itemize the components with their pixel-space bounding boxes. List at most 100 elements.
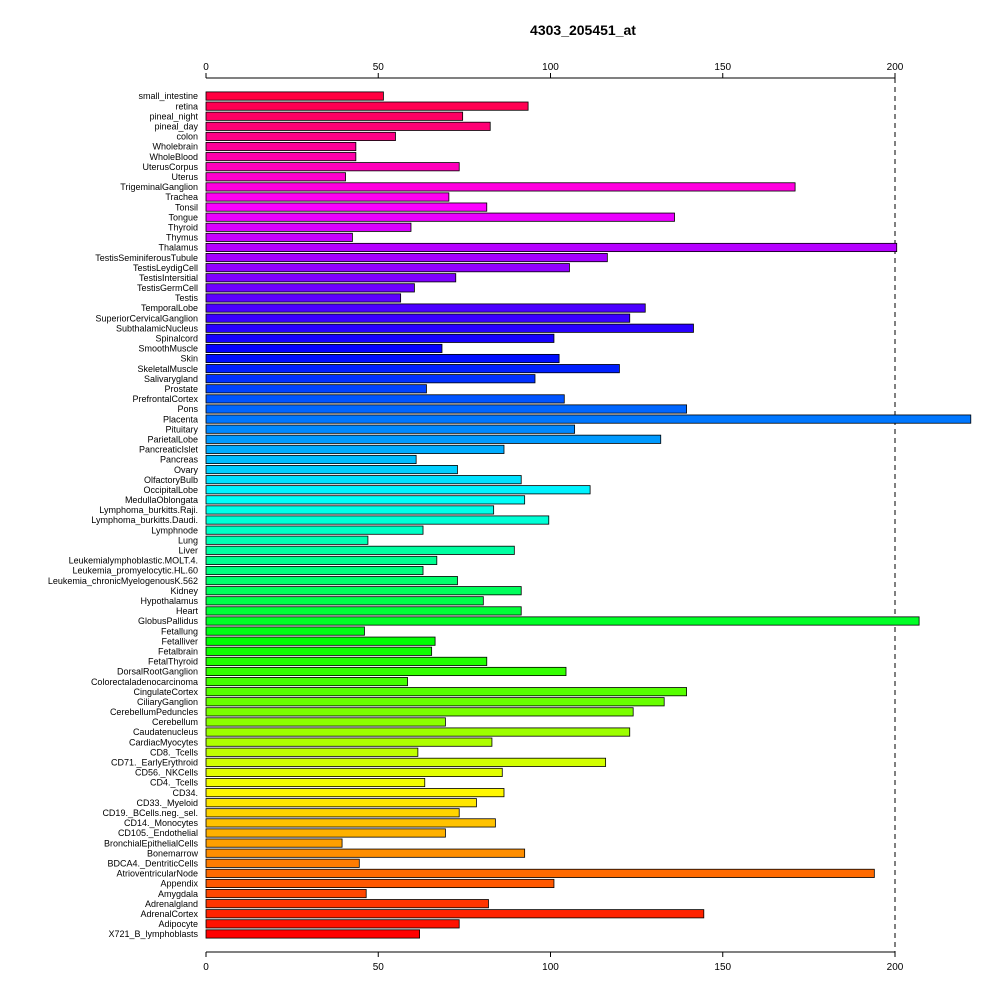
bar — [205, 858, 360, 868]
category-label: Liver — [178, 546, 198, 556]
category-label: CD71._EarlyErythroid — [111, 758, 198, 768]
category-label: Ovary — [174, 465, 199, 475]
category-label: Thalamus — [158, 243, 198, 253]
category-label: Testis — [175, 293, 199, 303]
category-label: CerebellumPeduncles — [110, 707, 199, 717]
category-label: DorsalRootGanglion — [117, 667, 198, 677]
bar — [205, 737, 493, 747]
bar — [205, 253, 608, 263]
category-label: CD105._Endothelial — [118, 828, 198, 838]
category-label: Leukemialymphoblastic.MOLT.4. — [69, 556, 198, 566]
category-label: Prostate — [164, 384, 198, 394]
bar — [205, 465, 458, 475]
category-label: Lung — [178, 535, 198, 545]
bar — [205, 141, 357, 152]
bar — [205, 586, 522, 596]
category-label: Lymphoma_burkitts.Daudi. — [91, 515, 198, 525]
bar — [205, 263, 570, 273]
bar — [205, 565, 424, 576]
category-label: colon — [176, 132, 198, 142]
bar — [205, 707, 634, 717]
bar — [205, 788, 505, 798]
bar — [205, 444, 505, 454]
category-label: FetalThyroid — [148, 657, 198, 667]
top-axis-tick-label: 150 — [714, 62, 731, 73]
bar — [205, 919, 460, 929]
category-label: Uterus — [171, 172, 198, 182]
category-label: SmoothMuscle — [138, 344, 198, 354]
category-label: UterusCorpus — [142, 162, 198, 172]
category-label: SubthalamicNucleus — [116, 323, 199, 333]
bar — [205, 293, 402, 303]
category-label: Fetalliver — [161, 636, 198, 646]
category-label: CD8._Tcells — [150, 747, 199, 757]
bar — [205, 656, 488, 666]
bar — [205, 767, 503, 777]
category-label: SkeletalMuscle — [137, 364, 198, 374]
category-label: ParietalLobe — [147, 434, 198, 444]
category-label: Fetallung — [161, 626, 198, 636]
category-label: Leukemia_promyelocytic.HL.60 — [72, 566, 198, 576]
bar — [205, 616, 920, 626]
bar — [205, 838, 343, 848]
bar — [205, 687, 687, 697]
category-label: Thyroid — [168, 222, 198, 232]
category-label: MedullaOblongata — [125, 495, 198, 505]
bar — [205, 364, 620, 374]
bar — [205, 202, 488, 212]
bottom-axis-tick-label: 0 — [203, 962, 209, 973]
bar — [205, 606, 522, 616]
bar — [205, 828, 446, 838]
category-label: Appendix — [160, 879, 198, 889]
bar — [205, 777, 426, 788]
bar — [205, 394, 565, 404]
category-label: Lymphoma_burkitts.Raji. — [99, 505, 198, 515]
category-label: BDCA4._DentriticCells — [107, 858, 198, 868]
bar — [205, 404, 687, 414]
category-label: pineal_night — [149, 111, 198, 121]
bar — [205, 121, 491, 131]
category-label: GlobusPallidus — [138, 616, 199, 626]
bar — [205, 232, 353, 242]
bottom-axis-tick-label: 150 — [714, 962, 731, 973]
bar — [205, 414, 972, 424]
bar — [205, 878, 555, 889]
category-label: Bonemarrow — [147, 848, 199, 858]
bar — [205, 152, 357, 162]
bar — [205, 505, 495, 515]
category-label: CardiacMyocytes — [129, 737, 199, 747]
bottom-axis-tick-label: 50 — [373, 962, 385, 973]
bar — [205, 626, 365, 636]
category-label: Skin — [180, 354, 198, 364]
category-label: OccipitalLobe — [143, 485, 198, 495]
bar — [205, 454, 417, 465]
bar — [205, 798, 477, 808]
bar — [205, 343, 443, 353]
bar — [205, 929, 420, 939]
category-label: CD34. — [172, 788, 198, 798]
bottom-axis: 0 50 100 150 200 — [203, 951, 904, 973]
category-label: PrefrontalCortex — [132, 394, 198, 404]
chart-title: 4303_205451_at — [530, 22, 636, 38]
bar — [205, 101, 529, 111]
category-label: AdrenalCortex — [140, 909, 198, 919]
bar — [205, 576, 458, 586]
bar — [205, 495, 526, 505]
top-axis-tick-label: 200 — [887, 62, 904, 73]
category-label: TestisIntersitial — [139, 273, 198, 283]
category-label: CD56._NKCells — [135, 768, 199, 778]
bar — [205, 313, 631, 323]
category-label: AtrioventricularNode — [116, 869, 198, 879]
category-label: X721_B_lymphoblasts — [108, 929, 198, 939]
bar — [205, 323, 694, 333]
category-label: Caudatenucleus — [133, 727, 199, 737]
category-label: Colorectaladenocarcinoma — [91, 677, 198, 687]
bar — [205, 111, 464, 121]
category-label: CingulateCortex — [133, 687, 198, 697]
bar — [205, 555, 438, 565]
bar — [205, 172, 346, 182]
bar — [205, 757, 607, 767]
bar — [205, 374, 536, 384]
category-label: Fetalbrain — [158, 646, 198, 656]
category-label: Heart — [176, 606, 199, 616]
